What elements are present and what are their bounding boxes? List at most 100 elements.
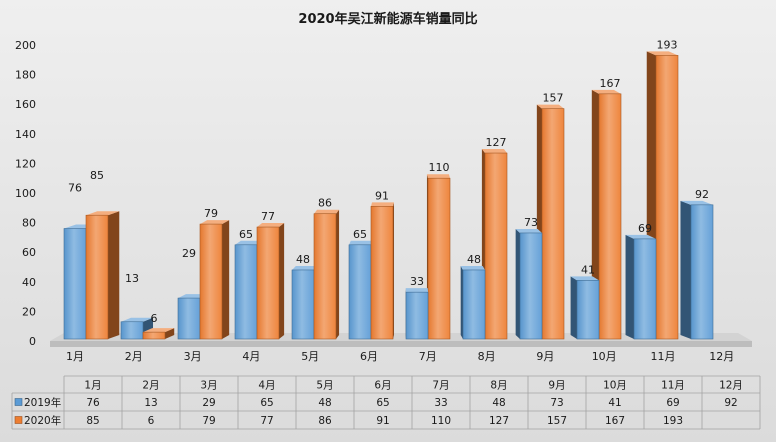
table-cell: 85 [86,415,99,427]
bar-front-face [120,321,144,340]
bar-side-face [625,234,634,339]
legend-label: 2019年 [24,396,61,409]
data-label: 65 [239,228,253,241]
data-label: 76 [68,182,82,195]
table-cell: 65 [260,397,273,409]
y-tick-label: 120 [15,157,36,170]
table-header-cell: 9月 [548,380,565,392]
chart-title: 2020年吴江新能源车销量同比 [298,11,477,27]
table-cell: 13 [144,397,157,409]
bar-top-face [405,288,428,293]
data-label: 29 [182,247,196,260]
bar-top-face [680,200,713,205]
table-header-cell: 6月 [374,380,391,392]
data-label: 41 [581,263,595,276]
bar-front-face [291,269,315,340]
table-cell: 86 [318,415,332,427]
bar-side-face [222,220,230,339]
table-cell: 76 [86,397,100,409]
floor-front-face [50,341,752,347]
data-label: 65 [353,228,367,241]
legend-key [14,398,23,406]
bar-top-face [121,317,154,322]
y-tick-label: 20 [22,305,36,318]
x-tick-label: 8月 [478,350,496,363]
x-tick-label: 4月 [242,350,260,363]
bar-2019-month-12 [680,200,714,340]
table-cell: 29 [202,397,215,409]
data-table: 1月 2月 3月 4月 5月 6月 7月 8月 9月 10月 11月 12月 2019年 76 13 29 65… [11,375,761,430]
x-tick-label: 5月 [301,350,319,363]
y-tick-label: 60 [22,246,36,259]
x-tick-label: 1月 [66,350,84,363]
data-label: 127 [486,136,507,149]
table-cell: 91 [376,415,389,427]
legend-key [14,416,23,424]
y-axis: 0 20 40 60 80 100 120 140 160 180 200 [15,39,36,348]
y-tick-label: 0 [29,335,36,348]
y-tick-label: 180 [15,69,36,82]
x-tick-label: 10月 [592,350,617,363]
data-label: 13 [125,272,139,285]
x-tick-label: 9月 [536,350,554,363]
bar-2019-month-6 [348,240,373,340]
bar-front-face [576,280,600,340]
bar-top-face [515,228,542,233]
x-tick-label: 7月 [419,350,437,363]
data-label: 48 [296,253,310,266]
table-cell: 6 [148,415,155,427]
table-cell: 127 [489,415,509,427]
bar-top-face [426,174,450,179]
x-axis: 1月 2月 3月 4月 5月 6月 7月 8月 9月 10月 11月 12月 [66,350,734,363]
data-label: 6 [151,312,158,325]
bar-front-face [256,226,280,340]
bar-side-face [515,228,520,339]
bar-front-face [370,206,394,340]
x-tick-label: 3月 [184,350,202,363]
bar-side-face [165,328,175,339]
bar-front-face [633,238,657,340]
bar-side-face [460,265,463,339]
bar-2020-month-1 [85,211,120,340]
data-label: 48 [467,253,481,266]
bar-top-face [481,149,507,154]
bar-2020-month-2 [142,328,175,340]
data-label: 167 [600,77,621,90]
bar-top-face [200,220,230,225]
table-header-cell: 7月 [432,380,449,392]
data-label: 33 [410,275,424,288]
bar-top-face [625,234,656,239]
bar-2019-month-9 [515,228,543,340]
bar-side-face [108,211,120,339]
bar-front-face [462,269,486,340]
data-label: 79 [204,207,218,220]
bar-top-face [257,223,285,228]
bar-top-face [371,202,395,207]
bar-side-face [591,89,599,339]
bar-front-face [85,214,109,340]
table-header-cell: 11月 [661,380,685,392]
table-header-cell: 10月 [603,380,627,392]
table-cell: 48 [492,397,505,409]
bar-top-face [646,51,678,56]
bar-front-face [177,297,201,340]
y-tick-label: 200 [15,39,36,52]
bar-front-face [348,244,372,340]
y-tick-label: 160 [15,98,36,111]
bar-front-face [484,152,508,340]
bar-side-face [680,200,691,339]
table-cell: 33 [434,397,447,409]
table-header-cell: 2月 [142,380,159,392]
bar-2020-month-4 [256,223,285,340]
bar-top-face [570,276,599,281]
bar-2020-month-3 [199,220,230,340]
table-cell: 41 [608,397,621,409]
table-cell: 92 [724,397,737,409]
bar-front-face [598,93,622,340]
bar-2019-month-11 [625,234,657,340]
legend-label: 2020年 [24,414,61,427]
data-label: 92 [695,188,709,201]
bar-top-face [536,104,564,109]
bar-2019-month-7 [405,288,429,340]
